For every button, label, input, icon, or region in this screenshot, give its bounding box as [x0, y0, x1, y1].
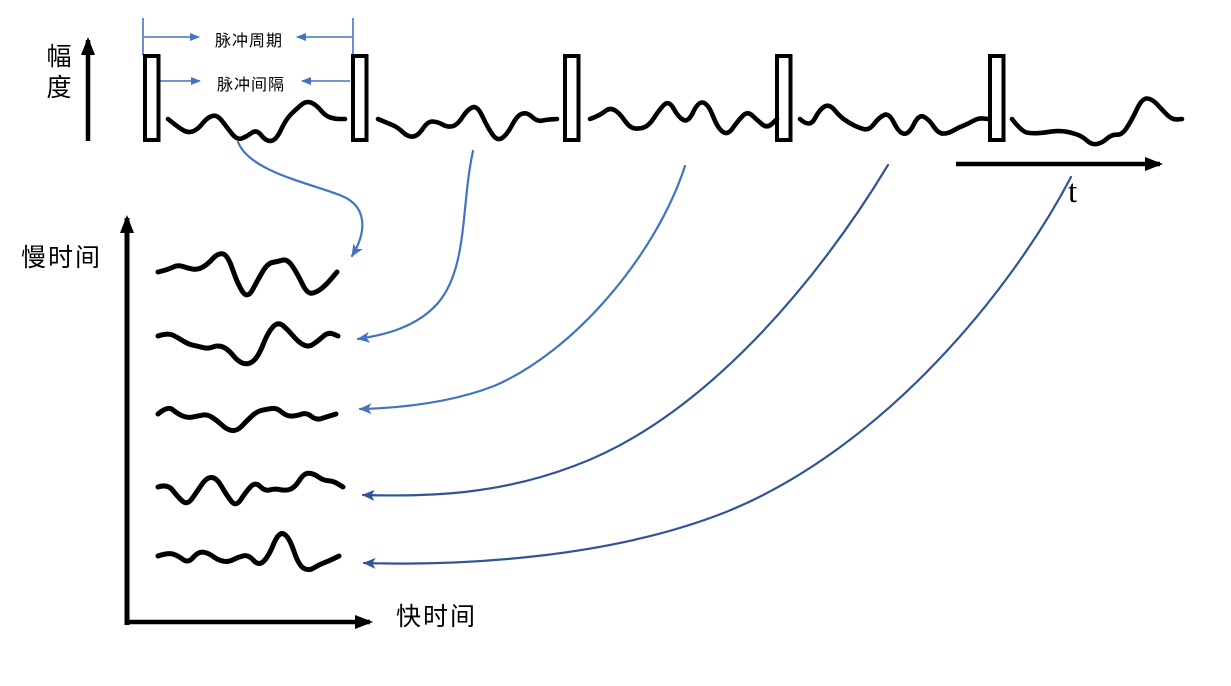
pulse-period-label: 脉冲周期: [214, 33, 283, 50]
pulse-1: [143, 54, 161, 142]
echo-waveform-1: [165, 99, 348, 144]
mapping-arrow-3: [358, 164, 687, 415]
mapping-arrow-1: [236, 140, 364, 258]
mapping-arrow-2: [356, 149, 475, 343]
amplitude-axis-label: 幅度: [46, 44, 72, 102]
pulse-interval-label: 脉冲间隔: [216, 77, 285, 94]
echo-row-5: [155, 531, 342, 573]
pulse-5: [988, 54, 1006, 142]
pulse-3: [563, 54, 581, 142]
echo-row-4: [155, 470, 346, 507]
transmit-pulses: [143, 54, 1006, 142]
pulse-dimension-annotations: [142, 18, 354, 85]
axes: [81, 37, 1163, 629]
echo-row-3: [155, 405, 339, 434]
echo-waveform-5: [1009, 96, 1185, 147]
mapping-arrow-5: [362, 175, 1073, 569]
echo-waveform-3: [587, 100, 780, 136]
echo-to-row-mapping-arrows: [236, 140, 1073, 569]
pulse-4: [775, 54, 793, 142]
echo-row-2: [155, 321, 341, 367]
slow-time-axis-label: 慢时间: [21, 245, 103, 272]
echo-waveform-2: [375, 104, 560, 142]
received-echo-waveforms: [165, 96, 1185, 147]
mapping-arrow-4: [361, 163, 890, 501]
echo-waveform-4: [797, 103, 991, 137]
time-axis-label: t: [1068, 174, 1078, 210]
stacked-echo-rows: [155, 251, 346, 573]
pulse-2: [351, 54, 369, 142]
fast-time-axis-label: 快时间: [396, 604, 478, 631]
echo-row-1: [155, 251, 340, 298]
